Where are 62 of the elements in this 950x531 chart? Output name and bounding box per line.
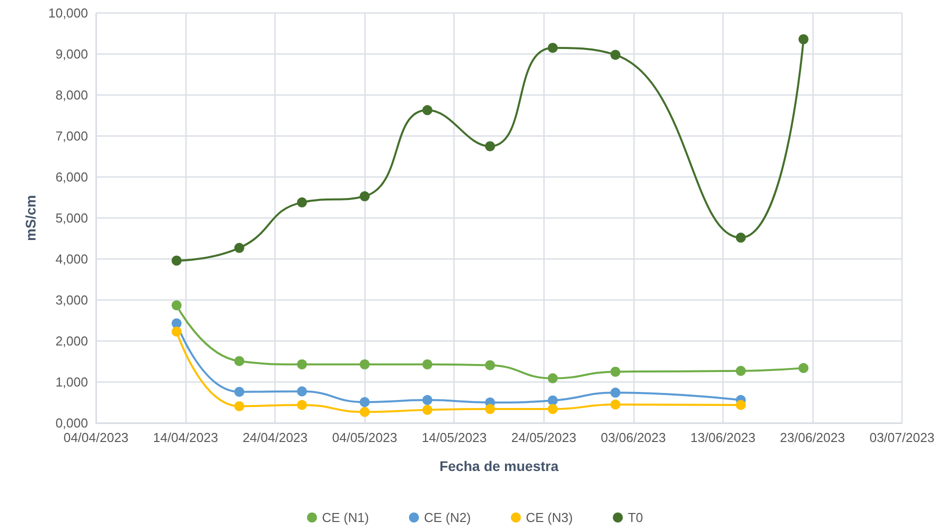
point	[296, 400, 307, 410]
point	[548, 373, 558, 384]
point	[296, 386, 307, 396]
point	[234, 242, 244, 253]
y-tick-label: 2,000	[55, 334, 88, 348]
point	[798, 34, 808, 44]
x-tick-label: 23/06/2023	[780, 430, 845, 445]
point	[485, 360, 496, 370]
y-tick-label: 1,000	[55, 374, 88, 390]
point	[360, 397, 370, 408]
x-tick-label: 13/06/2023	[690, 430, 756, 445]
y-tick-label: 5,000	[55, 210, 88, 226]
point	[234, 401, 244, 412]
point	[172, 256, 182, 266]
y-tick-label: 9,000	[55, 46, 88, 62]
point	[736, 366, 746, 376]
x-tick-label: 24/04/2023	[242, 430, 308, 445]
point	[360, 359, 370, 370]
y-tick-label: 0,000	[55, 416, 88, 430]
point	[610, 388, 620, 398]
y-tick-label: 6,000	[55, 170, 88, 184]
x-tick-label: 24/05/2023	[511, 430, 576, 445]
point	[172, 300, 182, 310]
x-tick-label: 14/04/2023	[153, 430, 218, 445]
point	[610, 366, 620, 377]
y-tick-label: 7,000	[55, 128, 88, 144]
legend-label: CE (N1)	[322, 510, 369, 525]
point	[422, 359, 432, 370]
point	[296, 197, 307, 208]
point	[422, 395, 432, 406]
point	[485, 404, 496, 414]
x-tick-label: 03/07/2023	[869, 430, 935, 445]
x-axis-title: Fecha de muestra	[439, 458, 559, 474]
x-tick-label: 14/05/2023	[422, 430, 487, 445]
y-tick-label: 8,000	[55, 88, 88, 102]
x-tick-label: 04/04/2023	[63, 430, 129, 445]
point	[548, 404, 558, 414]
x-tick-label: 04/05/2023	[332, 430, 398, 445]
point	[548, 42, 558, 53]
y-axis-title: mS/cm	[22, 195, 38, 241]
legend-label: CE (N3)	[526, 510, 573, 525]
point	[798, 363, 808, 374]
y-tick-label: 4,000	[55, 252, 88, 266]
point	[422, 404, 432, 415]
y-tick-label: 10,000	[48, 6, 88, 20]
point	[736, 400, 746, 410]
x-tick-label: 03/06/2023	[600, 430, 666, 445]
point	[296, 359, 307, 370]
point	[360, 191, 370, 202]
point	[422, 105, 432, 116]
point	[610, 50, 620, 60]
point	[172, 326, 182, 337]
point	[234, 356, 244, 366]
legend-label: CE (N2)	[424, 510, 471, 525]
point	[360, 406, 370, 417]
point	[736, 232, 746, 243]
point	[485, 141, 496, 152]
point	[610, 400, 620, 410]
point	[234, 386, 244, 397]
y-tick-label: 3,000	[55, 292, 88, 308]
legend-label: T0	[628, 510, 644, 525]
point	[548, 395, 558, 406]
